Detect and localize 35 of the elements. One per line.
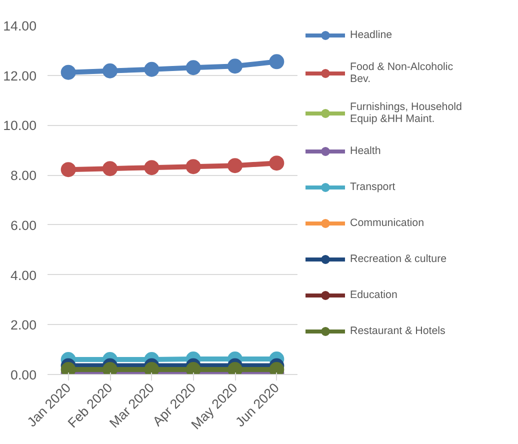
point [269,362,284,374]
legend-label: Restaurant & Hotels [350,324,446,338]
legend-label: Communication [350,216,424,230]
point [60,162,76,178]
point [186,362,201,374]
point [144,362,160,374]
y-tick-label: 2.00 [10,318,37,333]
point [269,156,284,171]
point [269,54,284,70]
point [144,160,160,176]
y-tick-label: 6.00 [10,218,37,233]
legend-label: Education [350,288,398,302]
y-tick-label: 14.00 [3,18,37,34]
legend-label: Recreation & culture [350,252,447,266]
legend-label: Food & Non-Alcoholic Bev. [350,61,454,85]
legend-label: Headline [350,28,392,42]
point [102,161,118,176]
point [60,64,76,80]
point [102,63,118,78]
legend-label: Transport [350,180,396,194]
legend-label: Furnishings, Household Equip &HH Maint. [350,101,462,125]
point [228,58,242,74]
point [102,362,118,374]
y-tick-label: 0.00 [10,368,37,382]
y-tick-label: 12.00 [3,68,37,84]
y-tick-label: 4.00 [10,268,37,283]
point [60,362,76,374]
point [144,62,160,77]
point [228,158,242,174]
point [186,60,201,76]
y-tick-label: 10.00 [3,118,37,134]
point [228,362,242,374]
y-tick-label: 8.00 [10,168,37,184]
point [186,159,201,174]
legend-label: Health [350,144,381,158]
